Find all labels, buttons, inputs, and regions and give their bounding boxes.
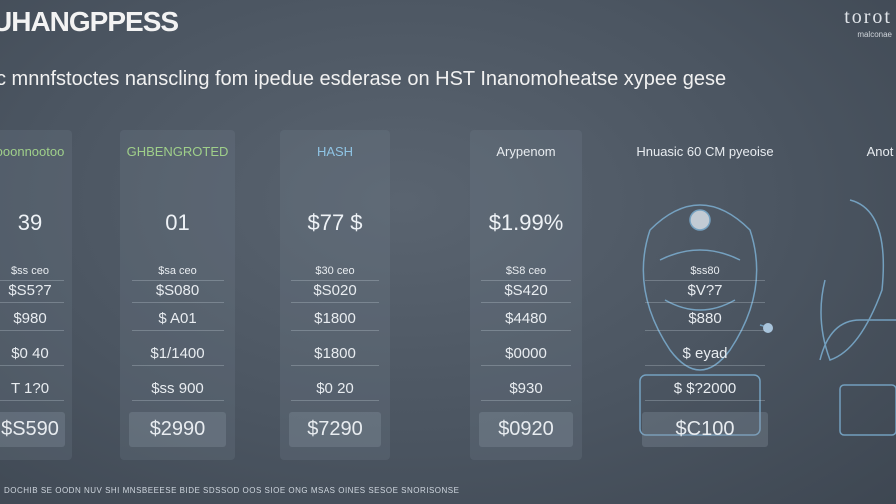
brand: torot	[844, 6, 892, 28]
subtitle: c mnnfstoctes nanscling fom ipedue esder…	[0, 68, 727, 90]
column-total: $2990	[129, 412, 226, 447]
column-price: $1.99%	[488, 210, 564, 235]
column-total: $7290	[288, 412, 382, 447]
price-row: $0000	[481, 345, 571, 366]
pricing-column: ooonnootoo 39 $ss ceo $S5?7 $980 $0 40 T 1?0 $S…	[0, 130, 72, 460]
pricing-column: GHBENGROTED 01 $sa ceo $S080 $ A01 $1/1400 $ss…	[120, 130, 235, 460]
price-row: $S5?7	[0, 282, 64, 303]
price-row: $1800	[291, 310, 379, 331]
price-row: $ss 900	[131, 380, 224, 401]
price-row: $ss ceo	[0, 265, 64, 281]
price-row: $0 40	[0, 345, 64, 366]
column-price: 01	[165, 210, 190, 235]
price-row: $0 20	[291, 380, 379, 401]
column-price: $77 $	[307, 210, 363, 235]
price-row: T 1?0	[0, 380, 64, 401]
column-header: HASH	[316, 144, 354, 159]
column-header: ooonnootoo	[0, 144, 65, 159]
brand-sub: malconae	[857, 30, 892, 39]
price-row: $ A01	[131, 310, 224, 331]
price-row: $S420	[481, 282, 571, 303]
price-row: $V?7	[645, 282, 765, 303]
price-row: $30 ceo	[291, 265, 379, 281]
column-price: 39	[17, 210, 43, 235]
column-header: Anot	[866, 144, 894, 159]
dot	[763, 323, 773, 333]
price-row: $sa ceo	[131, 265, 224, 281]
price-row: $ss80	[645, 265, 765, 281]
price-row: $S8 ceo	[481, 265, 571, 281]
price-row: $4480	[481, 310, 571, 331]
illustration	[639, 199, 896, 436]
pricing-column: Anot	[820, 130, 896, 460]
price-row: $980	[0, 310, 64, 331]
column-header: Arypenom	[496, 144, 556, 159]
column-total: $S590	[0, 412, 66, 447]
pricing-column: HASH $77 $ $30 ceo $S020 $1800 $1800 $0 20 $729…	[280, 130, 390, 460]
price-row: $S020	[291, 282, 379, 303]
pricing-column: Arypenom $1.99% $S8 ceo $S420 $4480 $0000 $930…	[470, 130, 582, 460]
title: UHANGPPESS	[0, 6, 179, 37]
column-total: $C100	[642, 412, 768, 447]
price-row: $1800	[291, 345, 379, 366]
column-header: Hnuasic 60 CM pyeoise	[636, 144, 774, 159]
column-total: $0920	[478, 412, 574, 447]
price-row: $ eyad	[645, 345, 765, 366]
footer: DOCHIB SE OODN NUV SHI MNSBEEESE BIDE SD…	[4, 486, 460, 495]
price-row: $1/1400	[131, 345, 224, 366]
column-header: GHBENGROTED	[126, 144, 229, 159]
price-row: $930	[481, 380, 571, 401]
pricing-column: Hnuasic 60 CM pyeoise $ss80 $V?7 $880 $ eyad…	[630, 130, 780, 460]
price-row: $880	[645, 310, 765, 331]
price-row: $S080	[131, 282, 224, 303]
price-row: $ $?2000	[645, 380, 765, 401]
